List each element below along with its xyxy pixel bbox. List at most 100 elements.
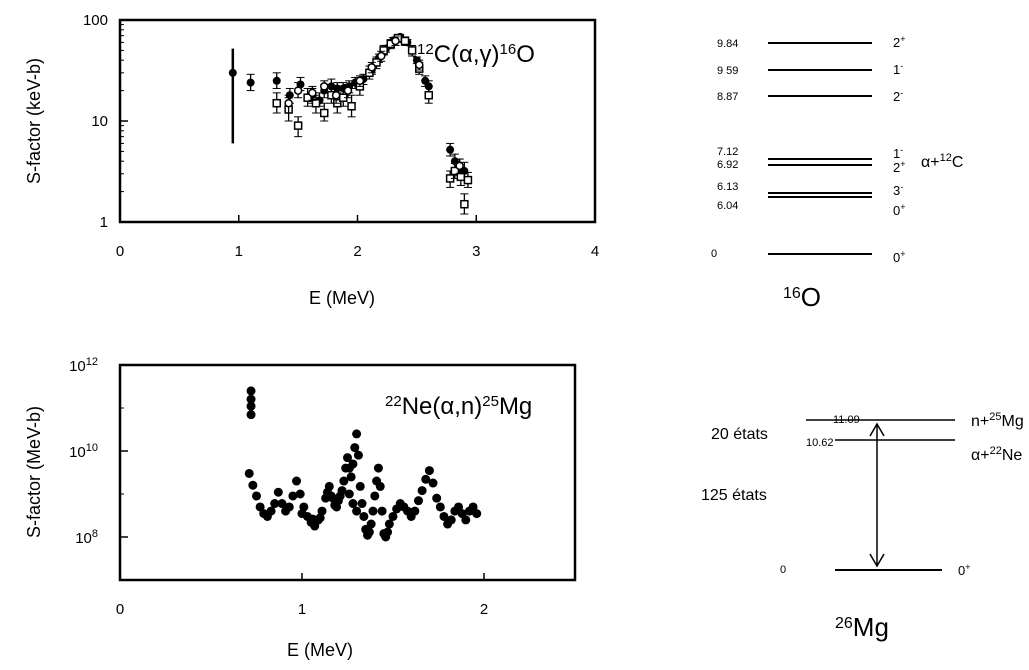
data-point-filled-circle xyxy=(357,499,367,509)
data-point-filled-circle xyxy=(272,76,281,85)
annotation-20-etats: 20 états xyxy=(711,426,768,443)
channel-mass: 12 xyxy=(940,152,952,164)
arrow-head-down-icon xyxy=(869,553,885,568)
y-tick-label: 108 xyxy=(75,528,98,547)
level-energy-16o-9.84: 9.84 xyxy=(717,38,738,50)
level-scheme-16o: 9.84 9 59 8.87 7.12 6.92 6.13 6.04 0 2+ … xyxy=(711,34,963,312)
data-point-filled-circle xyxy=(468,502,478,512)
data-point-filled-circle xyxy=(353,450,363,460)
jpi-j: 0 xyxy=(958,563,965,578)
nucleus-label-26mg: 26Mg xyxy=(835,612,889,642)
jpi-j: 3 xyxy=(893,183,900,198)
y-tick-label: 1010 xyxy=(69,442,98,461)
channel-pre: n+ xyxy=(971,413,989,430)
data-point-open-square xyxy=(293,121,303,130)
data-point-filled-circle xyxy=(246,394,256,404)
chart-bottom-xlabel: E (MeV) xyxy=(287,640,353,660)
channel-label-n-25mg: n+25Mg xyxy=(971,411,1024,430)
level-energy-16o-9.59: 9 59 xyxy=(717,65,738,77)
data-point-filled-circle xyxy=(246,410,256,420)
chart-bottom-reaction-title: 22Ne(α,n)25Mg xyxy=(385,393,532,421)
data-point-filled-circle xyxy=(246,78,255,87)
data-point-open-square xyxy=(463,175,473,185)
jpi-j: 0 xyxy=(893,203,900,218)
data-point-filled-circle xyxy=(388,511,398,521)
reaction-top-text-2: O xyxy=(516,41,535,68)
channel-mass: 25 xyxy=(989,411,1001,423)
jpi-parity: + xyxy=(965,562,970,572)
y-tick-base: 10 xyxy=(69,444,86,461)
y-tick-exponent: 12 xyxy=(86,356,98,368)
nucleus-symbol: Mg xyxy=(853,612,889,642)
data-point-open-circle xyxy=(415,60,424,70)
jpi-parity: + xyxy=(900,202,905,212)
data-point-filled-circle xyxy=(292,476,302,486)
x-tick-label: 0 xyxy=(116,243,124,260)
arrow-head-up-icon xyxy=(869,422,885,437)
jpi-parity: - xyxy=(900,88,903,98)
data-point-filled-circle xyxy=(248,480,258,490)
data-point-filled-circle xyxy=(228,68,237,77)
data-point-open-circle xyxy=(293,86,303,95)
data-point-filled-circle xyxy=(424,466,434,476)
reaction-top-text-1: C(α,γ) xyxy=(434,41,500,68)
y-tick-exponent: 10 xyxy=(86,442,98,454)
level-jpi-16o-8.87: 2- xyxy=(893,88,903,104)
reaction-top-mass-2: 16 xyxy=(500,41,517,58)
data-point-open-circle xyxy=(355,76,365,86)
nucleus-mass: 26 xyxy=(835,615,853,632)
channel-pre: α+ xyxy=(971,447,990,464)
data-point-filled-circle xyxy=(270,499,280,509)
data-point-filled-circle xyxy=(454,502,464,512)
data-point-open-square xyxy=(400,36,410,46)
data-point-open-circle xyxy=(331,90,341,100)
y-tick-label: 100 xyxy=(83,12,108,29)
level-jpi-16o-6.92: 2+ xyxy=(893,159,906,175)
annotation-125-etats: 125 états xyxy=(701,487,767,504)
data-point-filled-circle xyxy=(370,491,380,501)
data-point-filled-circle xyxy=(246,386,256,396)
data-point-filled-circle xyxy=(308,514,318,524)
chart-bottom-ticks xyxy=(119,364,485,580)
chart-bottom-points xyxy=(244,386,482,542)
nucleus-label-16o: 16O xyxy=(783,282,821,312)
data-point-filled-circle xyxy=(244,468,254,478)
chart-top-ticks xyxy=(119,19,596,223)
level-jpi-26mg-0: 0+ xyxy=(958,562,971,578)
chart-top-reaction-title: 12C(α,γ)16O xyxy=(417,41,535,69)
data-point-filled-circle xyxy=(384,519,394,529)
data-point-filled-circle xyxy=(350,443,360,453)
data-point-filled-circle xyxy=(439,511,449,521)
channel-symbol: Mg xyxy=(1002,413,1024,430)
data-point-filled-circle xyxy=(410,506,420,516)
data-point-filled-circle xyxy=(432,493,442,503)
data-point-open-square xyxy=(407,46,417,55)
data-point-filled-circle xyxy=(352,429,362,439)
y-tick-label: 10 xyxy=(91,113,108,130)
chart-top-x-tick-labels: 0 1 2 3 4 xyxy=(116,243,599,260)
data-point-filled-circle xyxy=(315,513,325,523)
data-point-filled-circle xyxy=(377,506,387,516)
data-point-filled-circle xyxy=(330,500,340,510)
chart-bottom-x-tick-labels: 0 1 2 xyxy=(116,601,488,618)
x-tick-label: 1 xyxy=(298,601,306,618)
jpi-parity: - xyxy=(900,145,903,155)
jpi-parity: + xyxy=(900,34,905,44)
data-point-open-circle xyxy=(377,51,386,61)
level-energy-16o-8.87: 8.87 xyxy=(717,91,738,103)
data-point-open-circle xyxy=(308,88,317,98)
data-point-open-square xyxy=(456,172,466,182)
level-jpi-16o-0: 0+ xyxy=(893,249,906,265)
data-point-filled-circle xyxy=(339,476,349,486)
level-energy-26mg-0: 0 xyxy=(780,564,786,576)
jpi-j: 2 xyxy=(893,160,900,175)
data-point-filled-circle xyxy=(461,515,471,525)
data-point-filled-circle xyxy=(364,527,374,537)
data-point-filled-circle xyxy=(252,491,261,501)
data-point-open-square xyxy=(347,101,356,111)
chart-top-points xyxy=(228,32,473,215)
data-point-filled-circle xyxy=(246,401,256,411)
data-point-filled-circle xyxy=(359,511,369,521)
reaction-top-mass-1: 12 xyxy=(417,41,434,58)
